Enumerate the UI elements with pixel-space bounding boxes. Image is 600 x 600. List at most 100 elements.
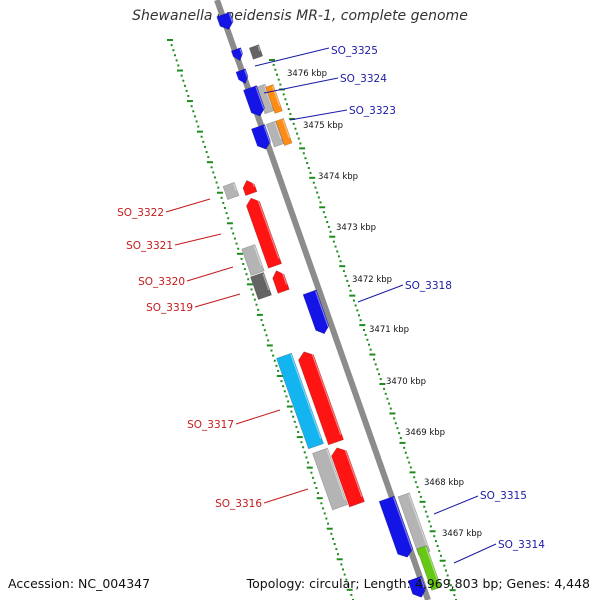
tick-dot <box>416 486 419 489</box>
gene-arrow-shape <box>272 270 290 294</box>
tick-dot <box>344 275 347 277</box>
gene-highlight <box>315 291 329 327</box>
tick-dot <box>373 358 376 361</box>
tick-dot <box>237 247 240 250</box>
leader-so-3321 <box>174 233 222 246</box>
gene-arrow-shape <box>407 575 427 598</box>
accession-text: Accession: NC_004347 <box>8 576 151 591</box>
gene-so-3316b[interactable] <box>329 445 365 508</box>
tick-dot <box>207 156 210 159</box>
gene-so-3320[interactable] <box>241 244 265 276</box>
tick-label: 3471 kbp <box>369 325 409 335</box>
gene-so-3317[interactable] <box>276 352 324 450</box>
tick-dot <box>359 319 362 322</box>
gene-so-3321[interactable] <box>244 196 282 269</box>
gene-so-3319b[interactable] <box>271 269 290 294</box>
gene-label-so-3320[interactable]: SO_3320 <box>138 276 185 288</box>
gene-highlight <box>256 196 280 259</box>
tick-dot <box>245 273 248 276</box>
gene-label-so-3324[interactable]: SO_3324 <box>340 73 387 85</box>
tick-dot <box>408 461 411 464</box>
tick-dot <box>295 425 298 428</box>
tick-dot <box>197 125 200 128</box>
leader-so-3315 <box>433 495 479 515</box>
tick-dot <box>247 278 250 281</box>
gene-highlight <box>233 183 237 191</box>
tick-dot <box>270 349 273 352</box>
gene-so-3322[interactable] <box>241 178 258 196</box>
gene-so-3316[interactable] <box>312 447 348 511</box>
gene-label-so-3318[interactable]: SO_3318 <box>405 280 452 292</box>
tick-dot <box>302 152 305 155</box>
tick-dot <box>190 105 193 108</box>
tick-dot <box>182 79 185 82</box>
tick-dot <box>186 100 193 103</box>
tick-dot <box>287 400 290 403</box>
gene-so-3322b[interactable] <box>222 182 240 200</box>
tick-dot <box>277 369 280 372</box>
tick-dot <box>449 589 456 592</box>
tick-dot <box>187 95 190 97</box>
gene-highlight <box>282 119 290 139</box>
tick-dot <box>446 574 449 577</box>
gene-so-3326[interactable] <box>216 11 236 32</box>
tick-dot <box>340 563 343 566</box>
gene-so-3317b[interactable] <box>296 349 344 446</box>
tick-dot <box>236 252 243 255</box>
tick-dot <box>434 540 437 543</box>
gene-so-3315b[interactable] <box>397 492 431 556</box>
tick-dot <box>366 338 369 341</box>
tick-dot <box>230 227 233 230</box>
gene-label-so-3322[interactable]: SO_3322 <box>117 207 164 219</box>
tick-dot <box>175 59 178 62</box>
tick-dot <box>359 324 366 327</box>
tick-dot <box>292 122 295 125</box>
tick-dot <box>167 39 173 41</box>
gene-label-so-3314[interactable]: SO_3314 <box>498 539 545 551</box>
tick-dot <box>232 232 235 235</box>
tick-dot <box>315 487 318 489</box>
tick-dot <box>284 98 287 101</box>
tick-dot <box>316 497 323 500</box>
tick-dot <box>337 553 340 556</box>
tick-dot <box>448 579 451 582</box>
gene-so-3325b[interactable] <box>248 44 264 60</box>
tick-dot <box>225 212 228 215</box>
gene-highlight <box>326 449 346 500</box>
tick-dot <box>327 522 330 525</box>
gene-so-3325[interactable] <box>230 47 244 63</box>
tick-dot <box>363 329 365 331</box>
tick-dot <box>357 314 360 317</box>
tick-dot <box>235 242 238 245</box>
gene-label-so-3325[interactable]: SO_3325 <box>331 45 378 57</box>
gene-label-so-3315[interactable]: SO_3315 <box>480 490 527 502</box>
gene-so-3323[interactable] <box>243 85 266 119</box>
tick-dot <box>256 313 263 316</box>
gene-label-so-3317[interactable]: SO_3317 <box>187 419 234 431</box>
tick-dot <box>443 564 446 567</box>
gene-so-3313[interactable] <box>407 575 428 600</box>
gene-label-so-3321[interactable]: SO_3321 <box>126 240 173 252</box>
gene-so-3323d[interactable] <box>251 123 272 151</box>
tick-dot <box>296 132 299 135</box>
gene-so-3323c[interactable] <box>275 118 293 146</box>
gene-label-so-3316[interactable]: SO_3316 <box>215 498 262 510</box>
gene-arrow-shape <box>397 492 431 556</box>
tick-dot <box>306 466 313 469</box>
gene-so-3324[interactable] <box>235 68 250 86</box>
tick-dot <box>394 422 397 425</box>
gene-label-so-3323[interactable]: SO_3323 <box>349 105 396 117</box>
gene-so-3323b[interactable] <box>265 120 285 148</box>
tick-dot <box>183 84 186 87</box>
right-dot-track <box>269 59 457 600</box>
gene-so-3315[interactable] <box>378 495 415 560</box>
gene-arrow-shape <box>248 44 264 60</box>
leader-so-3317 <box>235 409 281 425</box>
tick-dot <box>299 147 306 150</box>
gene-so-3319[interactable] <box>250 271 272 301</box>
gene-so-3318[interactable] <box>302 289 331 336</box>
gene-highlight <box>255 86 265 110</box>
gene-label-so-3319[interactable]: SO_3319 <box>146 302 193 314</box>
gene-so-3314[interactable] <box>416 545 442 591</box>
